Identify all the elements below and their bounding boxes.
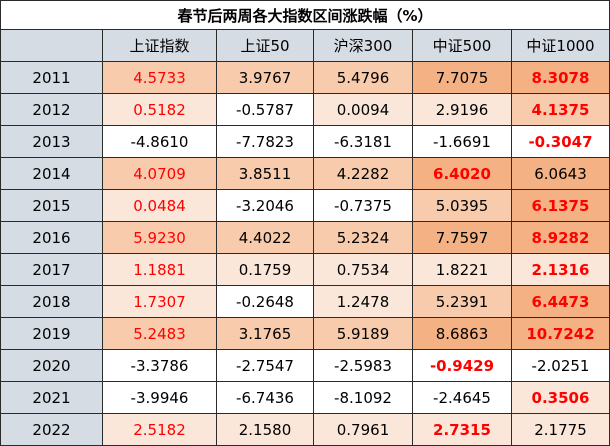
column-header-year [0,29,103,62]
value-cell-csi1000: 2.1316 [511,253,610,286]
year-cell: 2020 [0,349,103,382]
value-cell-sse50: -3.2046 [216,189,314,222]
value-cell-sse-composite: -4.8610 [102,125,217,158]
table-row: 2020 -3.3786 -2.7547 -2.5983 -0.9429 -2.0251 [0,349,610,382]
value-cell-sse50: 4.4022 [216,221,314,254]
value-cell-sse50: 3.9767 [216,61,314,94]
value-cell-csi1000: -0.3047 [511,125,610,158]
value-cell-csi300: -0.7375 [313,189,413,222]
value-cell-sse-composite: 1.1881 [102,253,217,286]
value-cell-sse-composite: -3.9946 [102,381,217,414]
table-row: 2022 2.5182 2.1580 0.7961 2.7315 2.1775 [0,413,610,446]
value-cell-csi500: 2.9196 [412,93,512,126]
column-header-sse-composite: 上证指数 [102,29,217,62]
table-row: 2017 1.1881 0.1759 0.7534 1.8221 2.1316 [0,253,610,286]
column-header-csi300: 沪深300 [313,29,413,62]
value-cell-csi300: -6.3181 [313,125,413,158]
value-cell-csi1000: 6.0643 [511,157,610,190]
column-header-csi1000: 中证1000 [511,29,610,62]
table-row: 2016 5.9230 4.4022 5.2324 7.7597 8.9282 [0,221,610,254]
year-cell: 2015 [0,189,103,222]
table-row: 2012 0.5182 -0.5787 0.0094 2.9196 4.1375 [0,93,610,126]
value-cell-csi300: 4.2282 [313,157,413,190]
year-cell: 2022 [0,413,103,446]
value-cell-csi500: 5.2391 [412,285,512,318]
value-cell-csi1000: 2.1775 [511,413,610,446]
value-cell-sse50: -7.7823 [216,125,314,158]
value-cell-sse50: -0.5787 [216,93,314,126]
value-cell-csi500: -1.6691 [412,125,512,158]
value-cell-csi1000: 6.1375 [511,189,610,222]
table-row: 2014 4.0709 3.8511 4.2282 6.4020 6.0643 [0,157,610,190]
value-cell-sse-composite: -3.3786 [102,349,217,382]
year-cell: 2012 [0,93,103,126]
value-cell-csi300: 0.7534 [313,253,413,286]
table-row: 2021 -3.9946 -6.7436 -8.1092 -2.4645 0.3506 [0,381,610,414]
value-cell-csi500: -0.9429 [412,349,512,382]
value-cell-csi1000: 6.4473 [511,285,610,318]
header-row: 上证指数 上证50 沪深300 中证500 中证1000 [0,29,610,62]
value-cell-sse50: 0.1759 [216,253,314,286]
value-cell-csi500: 2.7315 [412,413,512,446]
table-title: 春节后两周各大指数区间涨跌幅（%） [0,0,610,30]
value-cell-sse-composite: 2.5182 [102,413,217,446]
column-header-sse50: 上证50 [216,29,314,62]
value-cell-csi300: -2.5983 [313,349,413,382]
value-cell-csi500: 7.7075 [412,61,512,94]
value-cell-sse-composite: 1.7307 [102,285,217,318]
value-cell-csi1000: -2.0251 [511,349,610,382]
value-cell-sse50: 3.1765 [216,317,314,350]
value-cell-sse-composite: 5.9230 [102,221,217,254]
table-row: 2019 5.2483 3.1765 5.9189 8.6863 10.7242 [0,317,610,350]
year-cell: 2018 [0,285,103,318]
value-cell-sse-composite: 5.2483 [102,317,217,350]
value-cell-csi300: 5.9189 [313,317,413,350]
value-cell-csi500: 5.0395 [412,189,512,222]
year-cell: 2013 [0,125,103,158]
table-row: 2015 0.0484 -3.2046 -0.7375 5.0395 6.1375 [0,189,610,222]
value-cell-csi300: 5.4796 [313,61,413,94]
value-cell-csi300: 0.7961 [313,413,413,446]
value-cell-csi300: -8.1092 [313,381,413,414]
value-cell-csi300: 0.0094 [313,93,413,126]
value-cell-csi300: 1.2478 [313,285,413,318]
value-cell-csi300: 5.2324 [313,221,413,254]
column-header-csi500: 中证500 [412,29,512,62]
value-cell-csi500: 6.4020 [412,157,512,190]
value-cell-sse50: -6.7436 [216,381,314,414]
value-cell-sse50: -2.7547 [216,349,314,382]
table-body: 2011 4.5733 3.9767 5.4796 7.7075 8.3078 2012 0.… [0,61,610,446]
year-cell: 2017 [0,253,103,286]
value-cell-sse50: -0.2648 [216,285,314,318]
value-cell-csi1000: 8.9282 [511,221,610,254]
table-row: 2013 -4.8610 -7.7823 -6.3181 -1.6691 -0.3047 [0,125,610,158]
year-cell: 2019 [0,317,103,350]
value-cell-sse-composite: 0.0484 [102,189,217,222]
value-cell-csi1000: 8.3078 [511,61,610,94]
year-cell: 2021 [0,381,103,414]
value-cell-csi500: 8.6863 [412,317,512,350]
value-cell-csi1000: 10.7242 [511,317,610,350]
value-cell-csi1000: 0.3506 [511,381,610,414]
value-cell-sse50: 2.1580 [216,413,314,446]
value-cell-sse-composite: 4.5733 [102,61,217,94]
value-cell-csi500: 7.7597 [412,221,512,254]
year-cell: 2011 [0,61,103,94]
value-cell-csi500: 1.8221 [412,253,512,286]
table-row: 2018 1.7307 -0.2648 1.2478 5.2391 6.4473 [0,285,610,318]
table-row: 2011 4.5733 3.9767 5.4796 7.7075 8.3078 [0,61,610,94]
value-cell-sse-composite: 0.5182 [102,93,217,126]
value-cell-csi1000: 4.1375 [511,93,610,126]
value-cell-sse50: 3.8511 [216,157,314,190]
value-cell-csi500: -2.4645 [412,381,512,414]
value-cell-sse-composite: 4.0709 [102,157,217,190]
year-cell: 2014 [0,157,103,190]
year-cell: 2016 [0,221,103,254]
